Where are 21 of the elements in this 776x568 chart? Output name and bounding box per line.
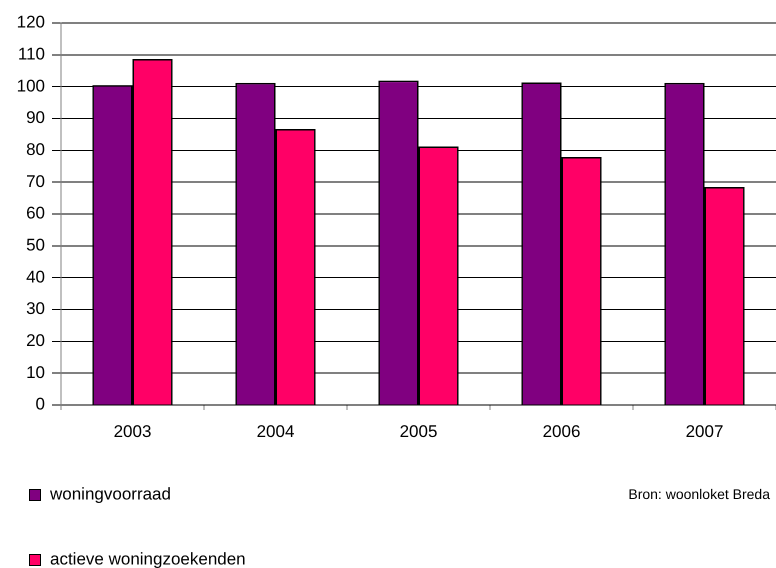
legend-label: actieve woningzoekenden: [50, 550, 246, 568]
y-tick-label: 90: [26, 108, 45, 128]
x-tick-label: 2004: [256, 422, 294, 441]
y-tick-label: 20: [26, 331, 45, 350]
x-tick-label: 2003: [114, 422, 152, 441]
y-tick-label: 10: [26, 362, 45, 382]
y-tick-label: 40: [26, 267, 45, 286]
x-tick-label: 2007: [686, 422, 724, 441]
y-tick-label: 0: [36, 394, 45, 414]
y-tick-label: 100: [16, 76, 45, 96]
y-tick-label: 30: [26, 299, 45, 318]
y-tick-label: 70: [26, 172, 45, 191]
x-tick-label: 2006: [542, 422, 580, 441]
x-tick-label: 2005: [400, 422, 438, 441]
y-tick-label: 120: [16, 12, 45, 32]
text: Bron: woonloket Breda: [628, 486, 770, 502]
y-tick-label: 80: [26, 140, 45, 160]
y-tick-label: 60: [26, 204, 45, 223]
y-tick-label: 50: [26, 236, 45, 255]
y-tick-label: 110: [18, 44, 45, 64]
legend-label: woningvoorraad: [49, 484, 171, 504]
